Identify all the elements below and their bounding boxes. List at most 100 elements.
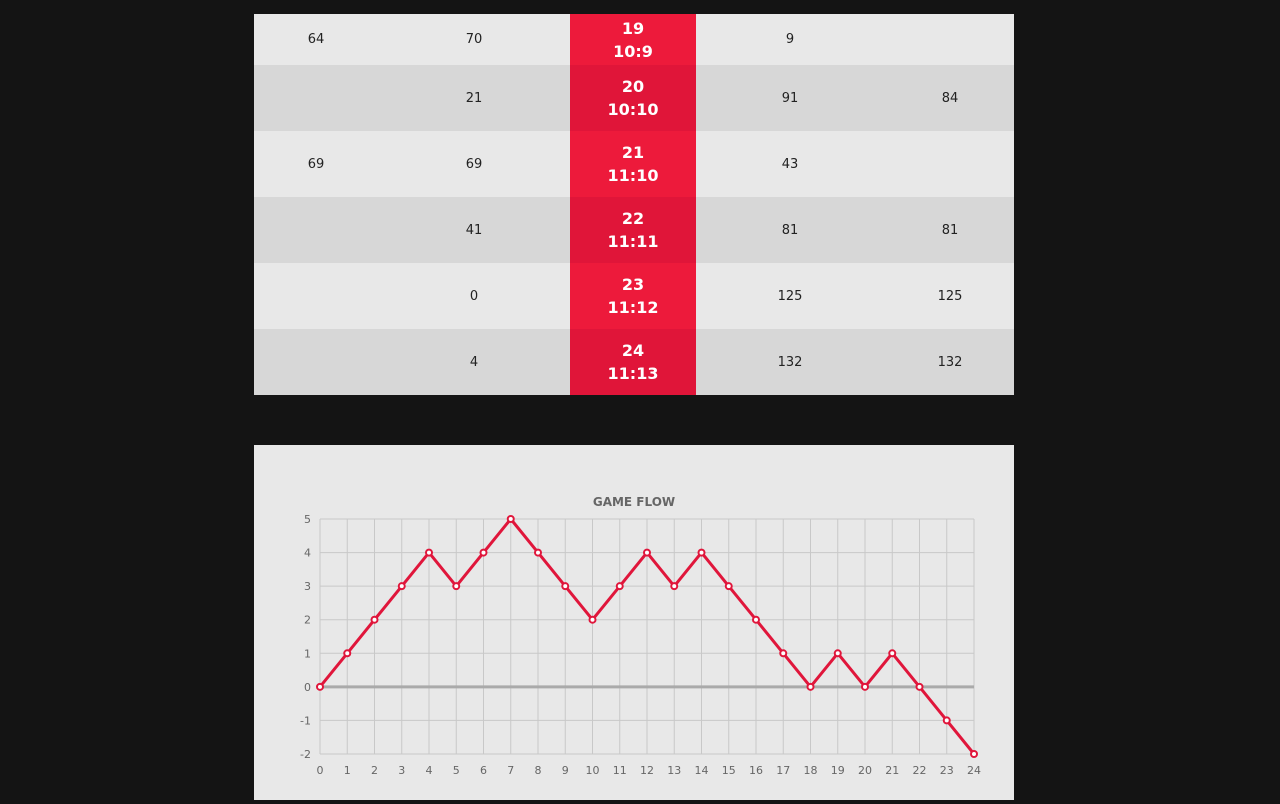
data-point	[670, 582, 679, 591]
rally-score: 11:13	[607, 364, 659, 383]
game-flow-panel: GAME FLOW 0 1 2 3 4 5 6 7 8 9 10 11 12 13 14 15 16 17 18 19…	[254, 445, 1014, 800]
table-row: 4 24 11:13 132 132	[254, 329, 1014, 395]
y-tick-label: 3	[304, 580, 311, 593]
cell-away-b: 81	[941, 222, 959, 238]
data-point	[534, 548, 542, 557]
rally-number: 24	[621, 341, 645, 360]
data-point	[506, 515, 515, 523]
x-tick-label: 4	[426, 764, 433, 777]
x-tick-label: 12	[640, 764, 654, 777]
data-point	[316, 682, 324, 691]
x-tick-label: 21	[885, 764, 899, 777]
cell-away-a: 81	[781, 222, 799, 238]
data-point	[343, 649, 352, 658]
data-point	[561, 582, 570, 591]
data-point	[425, 548, 433, 557]
chart-points	[316, 515, 978, 758]
table-row: 64 70 19 10:9 9	[254, 14, 1014, 65]
x-tick-label: 17	[776, 764, 790, 777]
cell-away-b: 125	[937, 288, 963, 304]
x-tick-label: 8	[535, 764, 542, 777]
rally-number: 21	[621, 143, 645, 162]
x-tick-label: 14	[695, 764, 709, 777]
data-point	[643, 548, 651, 557]
cell-home-b: 4	[469, 354, 479, 370]
x-tick-label: 19	[831, 764, 845, 777]
x-tick-label: 6	[480, 764, 487, 777]
y-tick-label: 1	[304, 647, 311, 660]
rally-number: 23	[621, 275, 645, 294]
x-tick-label: 11	[613, 764, 627, 777]
x-tick-label: 23	[940, 764, 954, 777]
x-tick-label: 3	[398, 764, 405, 777]
rally-score-cell: 19 10:9	[570, 14, 696, 65]
table-row: 41 22 11:11 81 81	[254, 197, 1014, 263]
y-tick-label: 5	[304, 513, 311, 526]
data-point	[752, 615, 760, 624]
y-tick-label: 4	[304, 547, 311, 560]
table-row: 21 20 10:10 91 84	[254, 65, 1014, 131]
chart-axes: 0 1 2 3 4 5 6 7 8 9 10 11 12 13 14 15 16 17 18 19 20 21 22 23 24…	[300, 513, 981, 777]
table-row: 69 69 21 11:10 43	[254, 131, 1014, 197]
x-tick-label: 2	[371, 764, 378, 777]
x-tick-label: 13	[667, 764, 681, 777]
cell-away-b: 84	[941, 90, 959, 106]
rally-number: 20	[621, 77, 645, 96]
rally-score: 11:10	[607, 166, 659, 185]
data-point	[370, 615, 379, 624]
rally-score-cell: 24 11:13	[570, 329, 696, 395]
cell-home-a: 69	[307, 156, 325, 172]
data-point	[861, 682, 869, 691]
data-point	[397, 582, 406, 591]
cell-away-a: 91	[781, 90, 799, 106]
data-point	[615, 582, 624, 591]
rally-score-cell: 21 11:10	[570, 131, 696, 197]
x-tick-label: 5	[453, 764, 460, 777]
table-row: 0 23 11:12 125 125	[254, 263, 1014, 329]
cell-home-b: 21	[465, 90, 483, 106]
cell-away-a: 43	[781, 156, 799, 172]
x-tick-label: 1	[344, 764, 351, 777]
y-tick-label: 2	[304, 614, 311, 627]
chart-grid	[319, 518, 975, 755]
rally-score: 11:11	[607, 232, 659, 251]
chart-title: GAME FLOW	[593, 495, 675, 509]
data-point	[888, 649, 897, 658]
y-tick-label: -1	[300, 714, 311, 727]
cell-home-b: 70	[465, 32, 483, 47]
x-tick-label: 15	[722, 764, 736, 777]
rally-score: 11:12	[607, 298, 659, 317]
cell-away-a: 132	[777, 354, 803, 370]
cell-away-a: 9	[785, 32, 795, 47]
cell-away-a: 125	[777, 288, 803, 304]
cell-home-a: 64	[307, 32, 325, 47]
x-tick-label: 7	[507, 764, 514, 777]
rally-number: 22	[621, 209, 645, 228]
rally-score-cell: 23 11:12	[570, 263, 696, 329]
x-tick-label: 16	[749, 764, 763, 777]
data-point	[452, 582, 461, 591]
x-tick-label: 18	[804, 764, 818, 777]
cell-away-b: 132	[937, 354, 963, 370]
rally-score-cell: 20 10:10	[570, 65, 696, 131]
rally-score: 10:10	[607, 100, 659, 119]
rally-number: 19	[621, 19, 645, 38]
x-tick-label: 0	[317, 764, 324, 777]
data-point	[915, 682, 924, 691]
x-tick-label: 10	[586, 764, 600, 777]
rally-score-cell: 22 11:11	[570, 197, 696, 263]
rally-table: 64 70 19 10:9 9 21 20 10:10 91 84 69 69 …	[254, 14, 1014, 405]
y-tick-label: -2	[300, 748, 311, 761]
data-point	[779, 649, 788, 658]
x-tick-label: 24	[967, 764, 981, 777]
x-tick-label: 22	[913, 764, 927, 777]
data-point	[833, 649, 842, 658]
data-point	[588, 615, 597, 624]
data-point	[970, 750, 978, 758]
cell-home-b: 0	[469, 288, 479, 304]
data-point	[479, 548, 488, 557]
y-tick-label: 0	[304, 681, 311, 694]
x-tick-label: 9	[562, 764, 569, 777]
cell-home-b: 41	[465, 222, 483, 238]
data-point	[942, 716, 951, 725]
